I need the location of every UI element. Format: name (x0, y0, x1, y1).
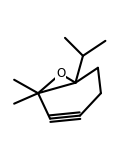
Text: O: O (56, 67, 65, 80)
